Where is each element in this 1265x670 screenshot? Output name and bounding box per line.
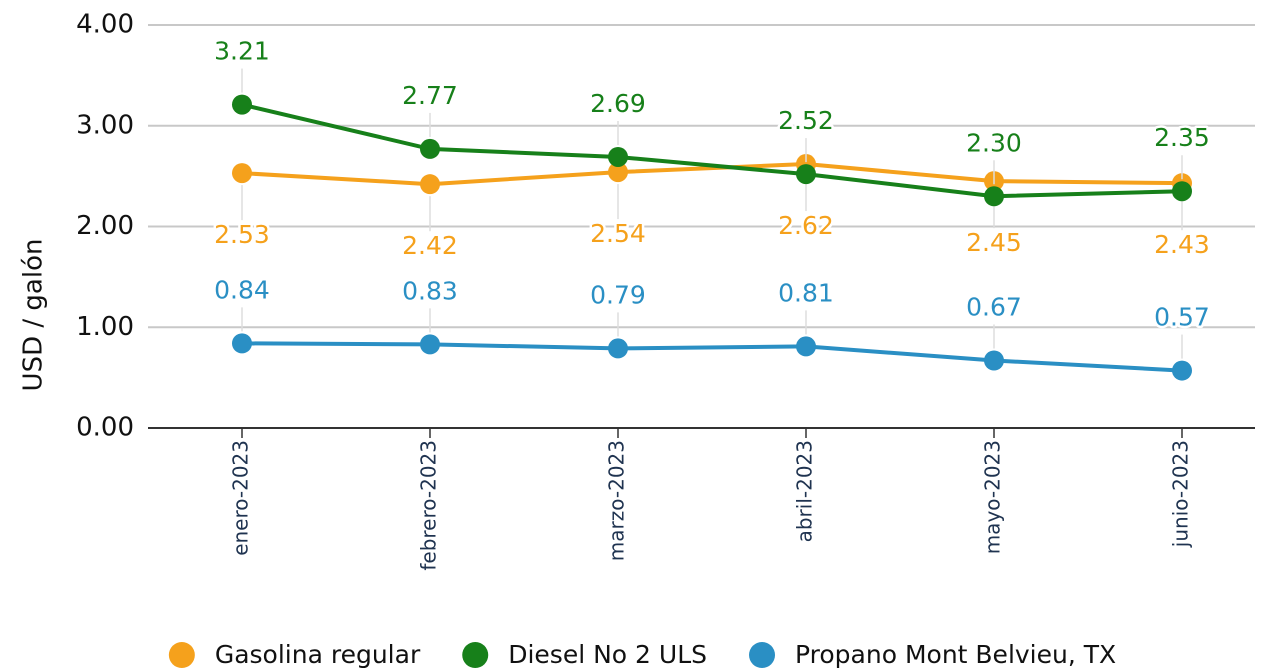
legend: Gasolina regular Diesel No 2 ULS Propano M… — [168, 640, 1116, 669]
data-label: 0.79 — [590, 280, 646, 309]
data-label: 0.84 — [214, 275, 270, 304]
data-point — [608, 162, 628, 183]
data-label: 2.43 — [1154, 230, 1210, 259]
series-line — [241, 162, 1183, 187]
legend-swatch — [168, 642, 195, 668]
legend-swatch — [749, 642, 776, 668]
data-label: 2.35 — [1154, 123, 1210, 152]
y-tick-label: 0.00 — [76, 413, 134, 443]
data-label: 0.57 — [1154, 303, 1210, 332]
data-point — [984, 350, 1004, 371]
data-label: 0.81 — [778, 278, 834, 307]
x-tick-label: enero-2023 — [229, 440, 253, 556]
x-tick-label: mayo-2023 — [981, 440, 1005, 554]
data-point — [232, 163, 252, 184]
data-point — [608, 338, 628, 359]
y-tick-label: 2.00 — [76, 211, 134, 241]
x-tick-label: febrero-2023 — [417, 440, 441, 571]
y-tick-label: 4.00 — [76, 10, 134, 40]
data-label: 2.77 — [402, 81, 458, 110]
series-line — [241, 341, 1183, 373]
data-label: 2.62 — [778, 211, 834, 240]
legend-label: Propano Mont Belvieu, TX — [795, 640, 1116, 669]
x-tick-label: abril-2023 — [793, 440, 817, 542]
data-point — [608, 146, 628, 167]
data-label: 0.67 — [966, 292, 1022, 321]
series-line — [241, 102, 1183, 199]
x-tick-label: marzo-2023 — [605, 440, 629, 561]
data-point — [1172, 181, 1192, 202]
legend-label: Diesel No 2 ULS — [508, 640, 707, 669]
data-point — [420, 334, 440, 355]
y-tick-label: 3.00 — [76, 110, 134, 140]
legend-swatch — [462, 642, 489, 668]
data-label: 0.83 — [402, 276, 458, 305]
data-label: 2.42 — [402, 231, 458, 260]
data-label: 2.69 — [590, 89, 646, 118]
data-point — [420, 138, 440, 159]
data-point — [420, 174, 440, 195]
data-point — [232, 94, 252, 115]
data-point — [984, 186, 1004, 207]
data-label: 2.54 — [590, 219, 646, 248]
data-point — [796, 336, 816, 357]
legend-label: Gasolina regular — [215, 640, 421, 669]
data-point — [232, 333, 252, 354]
data-label: 2.52 — [778, 106, 834, 135]
data-point — [796, 164, 816, 185]
data-label: 2.30 — [966, 128, 1022, 157]
data-point — [1172, 360, 1192, 381]
y-tick-label: 1.00 — [76, 312, 134, 342]
data-label: 2.45 — [966, 228, 1022, 257]
y-axis-label: USD / galón — [19, 239, 49, 392]
data-label: 3.21 — [214, 37, 270, 66]
data-label: 2.53 — [214, 220, 270, 249]
x-tick-label: junio-2023 — [1169, 440, 1193, 548]
